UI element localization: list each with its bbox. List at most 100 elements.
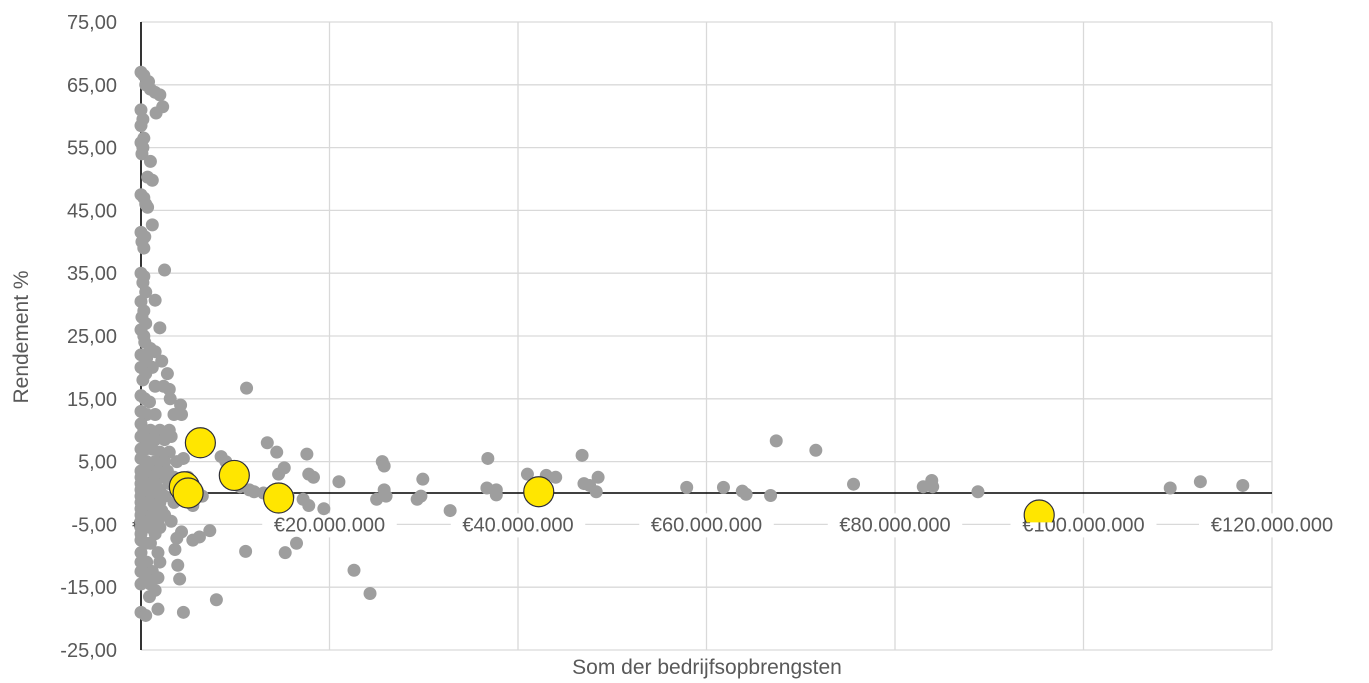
data-point <box>277 461 291 475</box>
data-point <box>160 367 174 381</box>
data-point <box>739 487 753 501</box>
data-point <box>716 480 730 494</box>
data-point <box>143 154 157 168</box>
data-point <box>549 470 563 484</box>
data-point <box>1193 475 1207 489</box>
data-point <box>174 398 188 412</box>
data-point <box>926 480 940 494</box>
data-point <box>377 459 391 473</box>
data-point <box>163 392 177 406</box>
data-point <box>134 119 148 133</box>
data-point <box>142 395 156 409</box>
data-point <box>764 489 778 503</box>
gridlines <box>141 21 1273 651</box>
data-point <box>416 472 430 486</box>
y-tick-label: -15,00 <box>60 577 117 599</box>
data-point <box>317 502 331 516</box>
x-axis-title: Som der bedrijfsopbrengsten <box>572 656 842 679</box>
y-tick-label: 15,00 <box>67 389 117 411</box>
data-point <box>300 447 314 461</box>
data-point <box>290 536 304 550</box>
data-point <box>149 106 163 120</box>
data-point <box>148 293 162 307</box>
data-point <box>520 467 534 481</box>
data-point <box>164 429 178 443</box>
highlight-point <box>523 476 555 508</box>
data-point <box>270 445 284 459</box>
data-point <box>141 200 155 214</box>
data-point <box>145 173 159 187</box>
data-point <box>140 555 154 569</box>
highlight-point <box>172 477 204 509</box>
y-axis-title: Rendement % <box>10 270 33 403</box>
data-point <box>971 485 985 499</box>
data-point <box>137 241 151 255</box>
x-tick-label-bg <box>1199 513 1345 538</box>
highlight-point <box>1023 499 1055 523</box>
data-point <box>1236 478 1250 492</box>
data-point <box>481 451 495 465</box>
x-tick-label: €20.000.000 <box>274 514 385 536</box>
x-tick-label-bg <box>827 513 963 538</box>
data-point <box>140 351 154 365</box>
data-point <box>175 408 189 421</box>
y-tick-label: 55,00 <box>67 138 117 160</box>
x-tick-label: €40.000.000 <box>462 514 573 536</box>
data-point <box>170 531 184 545</box>
highlight-points <box>168 427 1055 523</box>
data-point <box>168 543 182 557</box>
x-tick-labels: €-€20.000.000€40.000.000€60.000.000€80.0… <box>125 513 1345 538</box>
data-point <box>589 485 603 499</box>
data-point <box>135 147 149 161</box>
highlight-point <box>263 482 295 514</box>
x-tick-label-bg <box>450 513 586 538</box>
data-point <box>173 572 187 586</box>
data-point <box>143 536 157 550</box>
data-point <box>809 443 823 457</box>
data-point <box>306 470 320 484</box>
data-point <box>1163 481 1177 495</box>
data-point <box>575 448 589 462</box>
data-point <box>192 530 206 544</box>
data-point <box>142 590 156 604</box>
x-tick-label-bg <box>639 513 774 538</box>
data-point <box>153 555 167 569</box>
highlight-point <box>218 459 250 492</box>
y-tick-label: -25,00 <box>60 640 117 662</box>
data-point <box>145 218 159 232</box>
y-tick-label: 25,00 <box>67 326 117 348</box>
x-tick-label: €120.000.000 <box>1211 514 1333 536</box>
data-point <box>278 546 292 560</box>
data-point <box>139 608 153 622</box>
highlight-point <box>184 427 216 459</box>
x-tick-label: €60.000.000 <box>651 514 762 536</box>
data-point <box>136 373 150 387</box>
data-point <box>203 524 217 538</box>
data-point <box>443 504 457 518</box>
x-tick-label-bg <box>262 513 397 538</box>
y-tick-label: 45,00 <box>67 200 117 222</box>
y-tick-labels: -25,00 -15,00 -5,00 5,00 15,00 25,00 35,00 45,0… <box>60 12 117 662</box>
data-point <box>302 499 316 513</box>
data-point <box>363 586 377 600</box>
data-point <box>134 577 148 591</box>
x-tick-label: €80.000.000 <box>839 514 950 536</box>
data-point <box>153 321 167 335</box>
data-point <box>260 436 274 450</box>
data-point <box>155 354 169 368</box>
data-point <box>158 263 172 277</box>
data-point <box>347 563 361 577</box>
y-tick-label: 5,00 <box>78 452 117 474</box>
data-point <box>847 477 861 491</box>
data-point <box>769 434 783 448</box>
data-point <box>151 602 165 616</box>
data-point <box>162 382 176 396</box>
data-point <box>332 475 346 489</box>
data-point <box>680 480 694 494</box>
data-point <box>171 558 185 572</box>
data-point <box>176 605 190 619</box>
y-tick-label: 75,00 <box>67 12 117 34</box>
data-point <box>489 488 503 502</box>
data-points <box>134 65 1250 622</box>
